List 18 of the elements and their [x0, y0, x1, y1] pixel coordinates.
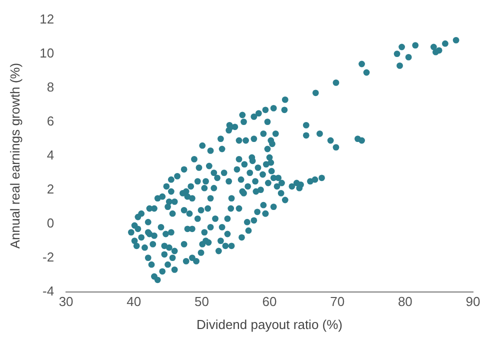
x-tick-label: 30: [58, 294, 74, 310]
y-tick-label: 8: [46, 79, 54, 94]
y-tick-label: 2: [46, 181, 54, 196]
y-tick-label: 6: [46, 113, 54, 128]
x-tick-label: 80: [398, 294, 412, 310]
y-tick-label: 0: [46, 215, 54, 230]
y-tick-label: 4: [46, 147, 54, 162]
y-tick-label: -4: [42, 283, 54, 298]
x-tick-label: 90: [466, 294, 480, 310]
y-tick-label: 12: [40, 11, 54, 26]
y-tick-label: -2: [42, 249, 54, 264]
y-axis-title: Annual real earnings growth (%): [7, 62, 22, 249]
x-axis-title: Dividend payout ratio (%): [196, 316, 343, 332]
x-tick-label: 70: [330, 294, 345, 310]
x-tick-label: 50: [194, 294, 209, 310]
x-tick-label: 40: [126, 294, 142, 310]
y-tick-label: 10: [40, 45, 54, 60]
x-tick-label: 60: [262, 294, 277, 310]
